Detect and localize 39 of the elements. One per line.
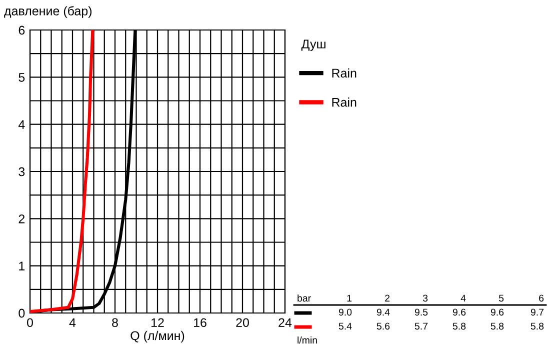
text: 5.4 xyxy=(338,322,352,330)
legend-label: Rain xyxy=(332,98,356,107)
text: 5.8 xyxy=(490,322,504,330)
text: 1 xyxy=(347,294,352,302)
x-tick-label: 4 xyxy=(69,318,76,327)
text: 2 xyxy=(385,294,390,302)
text: 9.0 xyxy=(338,308,352,316)
y-tick-label: 1 xyxy=(19,262,25,270)
text: 5.8 xyxy=(452,322,466,330)
x-tick-label: 16 xyxy=(194,318,206,328)
text: 4 xyxy=(460,294,466,302)
y-tick-label: 2 xyxy=(18,214,25,224)
text: 5 xyxy=(498,294,504,302)
y-tick-label: 6 xyxy=(18,26,25,35)
text: l/min xyxy=(298,336,317,344)
text: bar xyxy=(298,294,311,302)
text: 9.5 xyxy=(414,308,428,316)
text: 6 xyxy=(539,294,544,302)
text: 5.8 xyxy=(530,322,544,330)
legend-label: Rain xyxy=(332,68,356,78)
x-tick-label: 12 xyxy=(152,318,164,327)
legend-title: Душ xyxy=(301,40,326,51)
y-tick-label: 4 xyxy=(18,120,25,129)
y-tick-label: 0 xyxy=(18,308,25,318)
text: 9.4 xyxy=(376,308,390,316)
y-tick-label: 5 xyxy=(18,73,25,82)
x-tick-label: 8 xyxy=(112,318,118,328)
y-axis-title: давление (бар) xyxy=(4,6,92,18)
text: 3 xyxy=(422,294,428,302)
y-tick-label: 3 xyxy=(18,167,25,176)
text: 9.6 xyxy=(452,308,466,316)
text: 9.6 xyxy=(490,308,504,316)
text: 5.7 xyxy=(414,322,428,330)
x-tick-label: 24 xyxy=(278,318,292,327)
text: 9.7 xyxy=(530,308,544,316)
text: 5.6 xyxy=(376,322,390,330)
x-tick-label: 20 xyxy=(236,318,249,328)
x-axis-title: Q (л/мин) xyxy=(130,330,184,343)
x-tick-label: 0 xyxy=(27,318,33,328)
